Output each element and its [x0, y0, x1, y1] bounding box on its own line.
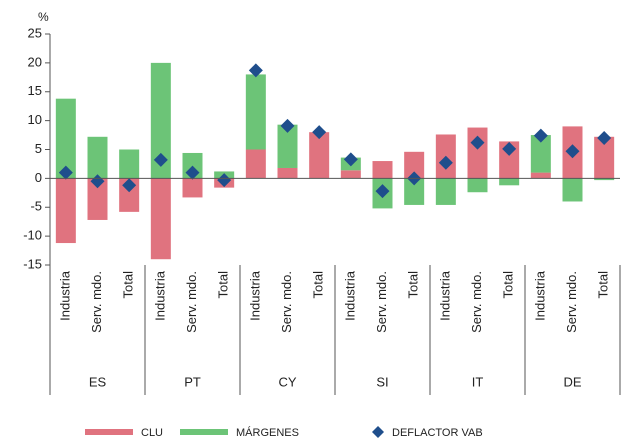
bar-segment: [404, 151, 425, 179]
x-tick-label: Total: [501, 271, 516, 299]
x-tick-label: Industria: [342, 270, 357, 321]
x-tick-label: Serv. mdo.: [469, 271, 484, 333]
bar-segment: [277, 167, 298, 179]
diamond-marker: [343, 152, 358, 167]
bar-segment: [467, 178, 488, 193]
bar-segment: [594, 178, 615, 181]
x-tick-label: Serv. mdo.: [564, 271, 579, 333]
x-tick-label: Total: [596, 271, 611, 299]
bar-segment: [150, 178, 171, 260]
bar-segment: [55, 178, 76, 244]
x-tick-label: Industria: [437, 270, 452, 321]
x-tick-label: Total: [216, 271, 231, 299]
y-tick-label: 5: [35, 141, 42, 156]
bar-segment: [150, 62, 171, 179]
diamond-marker: [565, 144, 580, 159]
diamond-marker: [438, 155, 453, 170]
legend-label: CLU: [141, 427, 163, 439]
legend-swatch: [180, 429, 228, 435]
x-tick-label: Industria: [57, 270, 72, 321]
x-tick-label: Serv. mdo.: [89, 271, 104, 333]
bar-segment: [435, 178, 456, 205]
group-label: SI: [376, 374, 388, 389]
x-tick-label: Serv. mdo.: [184, 271, 199, 333]
diamond-marker: [58, 165, 73, 180]
diamond-marker: [312, 125, 327, 140]
bar-segment: [467, 127, 488, 179]
diamond-marker: [502, 141, 517, 156]
y-tick-label: 10: [28, 112, 42, 127]
x-tick-label: Serv. mdo.: [374, 271, 389, 333]
y-tick-label: 0: [35, 170, 42, 185]
legend-label: DEFLACTOR VAB: [392, 427, 483, 439]
group-label: IT: [472, 374, 484, 389]
bar-segment: [404, 178, 425, 205]
diamond-marker: [533, 128, 548, 143]
x-tick-label: Industria: [532, 270, 547, 321]
y-tick-label: 25: [28, 25, 42, 40]
y-tick-label: -15: [23, 256, 42, 271]
x-tick-label: Total: [406, 271, 421, 299]
legend-swatch: [85, 429, 133, 435]
group-label: ES: [89, 374, 107, 389]
bar-segment: [119, 149, 140, 179]
x-tick-label: Serv. mdo.: [279, 271, 294, 333]
y-tick-label: 20: [28, 54, 42, 69]
bar-segment: [55, 98, 76, 179]
bar-segment: [245, 74, 266, 150]
x-tick-label: Total: [311, 271, 326, 299]
diamond-marker: [470, 135, 485, 150]
bar-segment: [372, 161, 393, 179]
group-label: CY: [278, 374, 296, 389]
bar-segment: [499, 178, 520, 186]
diamond-marker: [375, 184, 390, 199]
bar-segment: [530, 172, 551, 179]
x-tick-label: Total: [121, 271, 136, 299]
bar-segment: [309, 132, 330, 179]
bar-segment: [245, 149, 266, 179]
y-unit: %: [38, 10, 49, 24]
diamond-marker: [153, 152, 168, 167]
diamond-marker: [248, 63, 263, 78]
group-label: DE: [563, 374, 581, 389]
x-tick-label: Industria: [152, 270, 167, 321]
bar-segment: [530, 135, 551, 173]
y-tick-label: -10: [23, 228, 42, 243]
bar-segment: [340, 170, 361, 179]
bar-segment: [594, 136, 615, 179]
y-tick-label: -5: [30, 199, 42, 214]
bar-segment: [182, 178, 203, 198]
diamond-marker: [217, 173, 232, 188]
diamond-marker: [280, 118, 295, 133]
legend-label: MÁRGENES: [236, 426, 299, 439]
group-label: PT: [184, 374, 201, 389]
y-tick-label: 15: [28, 83, 42, 98]
bar-segment: [87, 136, 108, 179]
x-tick-label: Industria: [247, 270, 262, 321]
diamond-marker: [597, 130, 612, 145]
bar-segment: [562, 178, 583, 202]
legend-marker: [372, 426, 384, 438]
diamond-marker: [90, 174, 105, 189]
diamond-marker: [122, 178, 137, 193]
bar-segment: [277, 124, 298, 168]
diamond-marker: [185, 165, 200, 180]
bar-segment: [87, 178, 108, 220]
